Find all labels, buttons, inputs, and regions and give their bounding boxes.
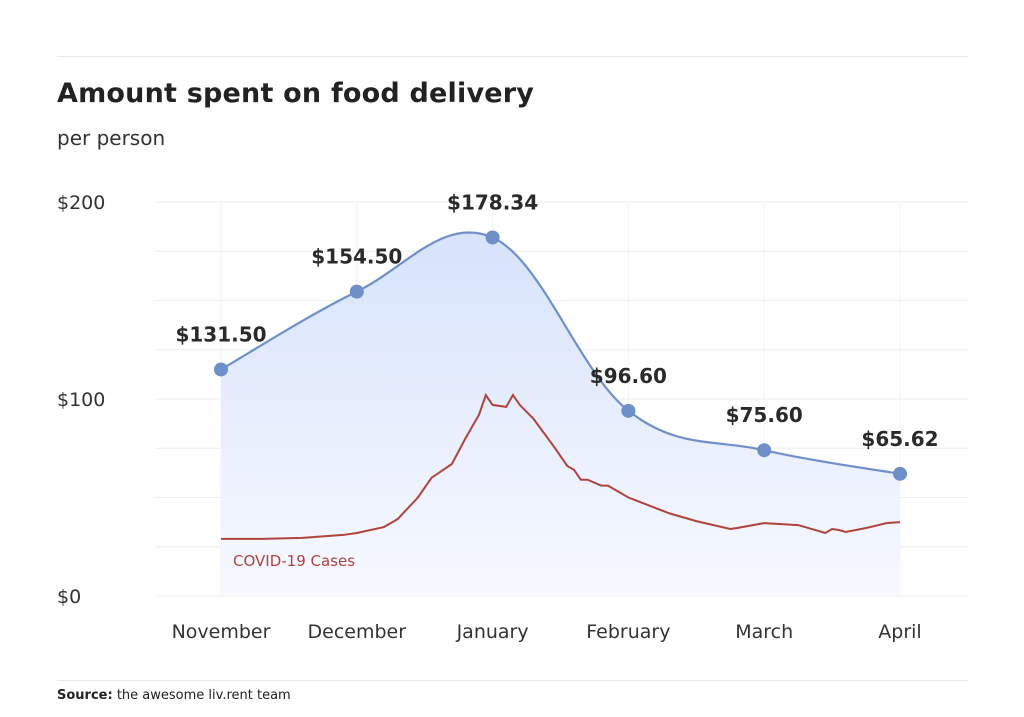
y-tick-label: $0 — [57, 586, 81, 608]
spend-point — [621, 403, 636, 418]
x-tick-label: January — [456, 621, 529, 643]
x-tick-label: March — [735, 621, 793, 643]
spend-point — [349, 284, 364, 299]
bottom-divider — [57, 680, 968, 681]
data-labels: $131.50 $154.50 $178.34 $96.60 $75.60 $65.62 — [175, 190, 938, 450]
covid-series-label: COVID-19 Cases — [233, 552, 355, 570]
x-axis-ticks: November December January February March Apri… — [172, 621, 922, 643]
y-axis-ticks: $0 $100 $200 — [57, 192, 105, 608]
top-divider — [57, 56, 968, 57]
x-tick-label: February — [586, 621, 670, 643]
data-label: $131.50 — [175, 322, 266, 346]
source-text: the awesome liv.rent team — [116, 688, 291, 703]
x-tick-label: November — [172, 621, 271, 643]
chart-subtitle: per person — [57, 126, 166, 150]
data-label: $65.62 — [861, 427, 938, 451]
covid-cases-line — [221, 392, 901, 540]
spend-area-fill — [221, 232, 900, 597]
data-label: $75.60 — [726, 403, 803, 427]
source-note: Source: the awesome liv.rent team — [57, 688, 291, 703]
spend-point — [214, 362, 228, 377]
spend-markers — [214, 230, 907, 481]
spend-point — [757, 443, 772, 458]
chart-title: Amount spent on food delivery — [57, 78, 535, 109]
source-label: Source: — [57, 688, 113, 703]
data-label: $178.34 — [447, 190, 538, 214]
y-tick-label: $200 — [57, 192, 105, 214]
data-label: $96.60 — [590, 364, 667, 388]
data-label: $154.50 — [311, 245, 402, 269]
y-tick-label: $100 — [57, 389, 105, 411]
x-tick-label: April — [878, 621, 921, 643]
spend-point — [485, 230, 500, 245]
x-tick-label: December — [308, 621, 407, 643]
spend-point — [893, 466, 907, 481]
